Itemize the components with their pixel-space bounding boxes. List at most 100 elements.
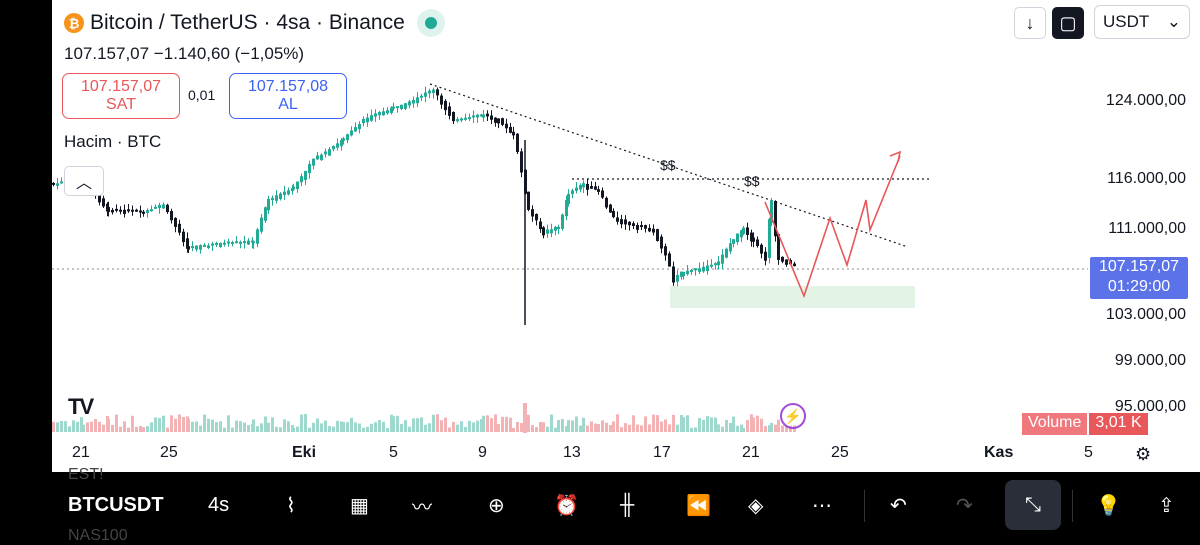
volume-bar	[694, 427, 697, 432]
candle-body	[404, 103, 407, 109]
candle-body	[571, 190, 574, 195]
time-axis[interactable]: 21 25 Eki 5 9 13 17 21 25 Kas 5	[52, 444, 1200, 466]
lightbulb-icon[interactable]: 💡	[1096, 494, 1121, 517]
volume-bar	[575, 416, 578, 432]
volume-bar	[154, 417, 157, 432]
candle-body	[432, 89, 435, 94]
volume-bar	[390, 414, 393, 432]
candle-body	[620, 219, 623, 225]
candle-body	[750, 232, 753, 242]
volume-bar	[76, 421, 79, 432]
redo-icon[interactable]: ↷	[956, 494, 973, 517]
candle-body	[505, 123, 508, 129]
candle-body	[656, 229, 659, 241]
add-plus-icon[interactable]: ⊕	[488, 494, 505, 517]
volume-bar	[686, 415, 689, 432]
candle-body	[324, 151, 327, 155]
candle-body	[710, 264, 713, 267]
volume-bar	[539, 421, 542, 432]
volume-bar	[714, 417, 717, 432]
volume-bar	[494, 414, 497, 432]
candle-body	[166, 204, 169, 213]
indicators-icon[interactable]: ⌇	[286, 494, 296, 517]
exit-fullscreen-icon[interactable]: ⤡	[1005, 480, 1061, 530]
buy-button[interactable]: 107.157,08 AL	[229, 73, 347, 119]
volume-bar	[123, 421, 126, 432]
candle-body	[520, 151, 523, 173]
volume-bar	[436, 414, 439, 432]
layers-icon[interactable]: ◈	[748, 494, 764, 517]
more-dots-icon[interactable]: ⋯	[812, 494, 832, 517]
candle-body	[732, 239, 735, 244]
candle-body	[527, 191, 530, 210]
current-price: 107.157,07	[1098, 258, 1180, 275]
candle-body	[412, 99, 415, 104]
volume-bar	[94, 418, 97, 432]
symbol-title[interactable]: Bitcoin / TetherUS · 4sa · Binance	[90, 11, 405, 34]
volume-bar	[296, 426, 299, 432]
volume-bar	[174, 418, 177, 432]
volume-bar	[300, 414, 303, 432]
volume-bar	[550, 414, 553, 432]
volume-bar	[308, 427, 311, 432]
bottom-toolbar: EST! NAS100 BTCUSDT 4s ⌇ ▦ 〰 ⊕ ⏰ ╫ ⏪ ◈ ⋯…	[0, 466, 1200, 544]
volume-bar	[279, 427, 282, 432]
price-chart[interactable]: $$ $$	[52, 0, 1200, 440]
volume-bar	[490, 418, 493, 432]
share-icon[interactable]: ⇪	[1158, 494, 1175, 517]
volume-bar	[392, 416, 395, 432]
rectangle-tool-icon[interactable]: ▢	[1052, 7, 1084, 39]
volume-bar	[86, 422, 89, 432]
gear-icon[interactable]: ⚙	[1135, 444, 1152, 464]
download-icon[interactable]: ↓	[1014, 7, 1046, 39]
candle-body	[752, 237, 755, 242]
layouts-grid-icon[interactable]: ▦	[350, 494, 369, 517]
sell-button[interactable]: 107.157,07 SAT	[62, 73, 180, 119]
candle-body	[760, 244, 763, 254]
volume-bar	[565, 426, 568, 432]
undo-icon[interactable]: ↶	[890, 494, 907, 517]
alarm-clock-icon[interactable]: ⏰	[554, 494, 579, 517]
candle-body	[287, 190, 290, 195]
collapse-chevron-up-icon[interactable]: ︿	[64, 166, 104, 196]
time-axis-label: 21	[72, 444, 90, 461]
candle-body	[386, 110, 389, 114]
volume-bar	[146, 426, 149, 432]
symbol-header[interactable]: ₿ Bitcoin / TetherUS · 4sa · Binance	[64, 8, 445, 38]
toolbar-divider	[1072, 490, 1073, 522]
candle-body	[291, 187, 294, 192]
time-axis-label: 25	[831, 444, 849, 461]
currency-select[interactable]: USDT ⌄	[1094, 5, 1190, 39]
lightning-icon[interactable]: ⚡	[780, 403, 806, 429]
volume-bar	[668, 424, 671, 432]
candle-body	[191, 245, 194, 249]
volume-bar	[82, 424, 85, 432]
symbol-button[interactable]: BTCUSDT	[68, 493, 164, 516]
volume-bar	[594, 423, 597, 432]
price-axis-label: 95.000,00	[1114, 398, 1186, 415]
candlestick-icon[interactable]: ╫	[620, 493, 635, 516]
volume-bar	[620, 427, 623, 432]
candle-body	[539, 221, 542, 230]
candle-body	[680, 271, 683, 277]
candle-body	[107, 206, 110, 213]
replay-icon[interactable]: ⏪	[686, 494, 711, 517]
candle-body	[746, 227, 749, 235]
volume-indicator-label[interactable]: Hacim · BTC	[64, 132, 162, 151]
candle-body	[131, 209, 134, 212]
candle-body	[292, 186, 295, 190]
candle-body	[223, 242, 226, 245]
candle-body	[768, 219, 771, 258]
interval-button[interactable]: 4s	[208, 493, 230, 516]
candle-body	[154, 206, 157, 209]
volume-bar	[243, 422, 246, 432]
volume-bar	[111, 424, 114, 432]
candle-body	[123, 209, 126, 214]
volume-bar	[750, 414, 753, 432]
candle-body	[490, 115, 493, 120]
ghost-symbol-top: EST!	[68, 466, 104, 483]
drawing-tools-icon[interactable]: 〰	[412, 496, 432, 519]
volume-bar	[386, 427, 389, 432]
volume-bar	[195, 421, 198, 432]
chart-area[interactable]: $$ $$ ₿ Bitcoin / TetherUS · 4sa · Binanc…	[52, 0, 1200, 472]
